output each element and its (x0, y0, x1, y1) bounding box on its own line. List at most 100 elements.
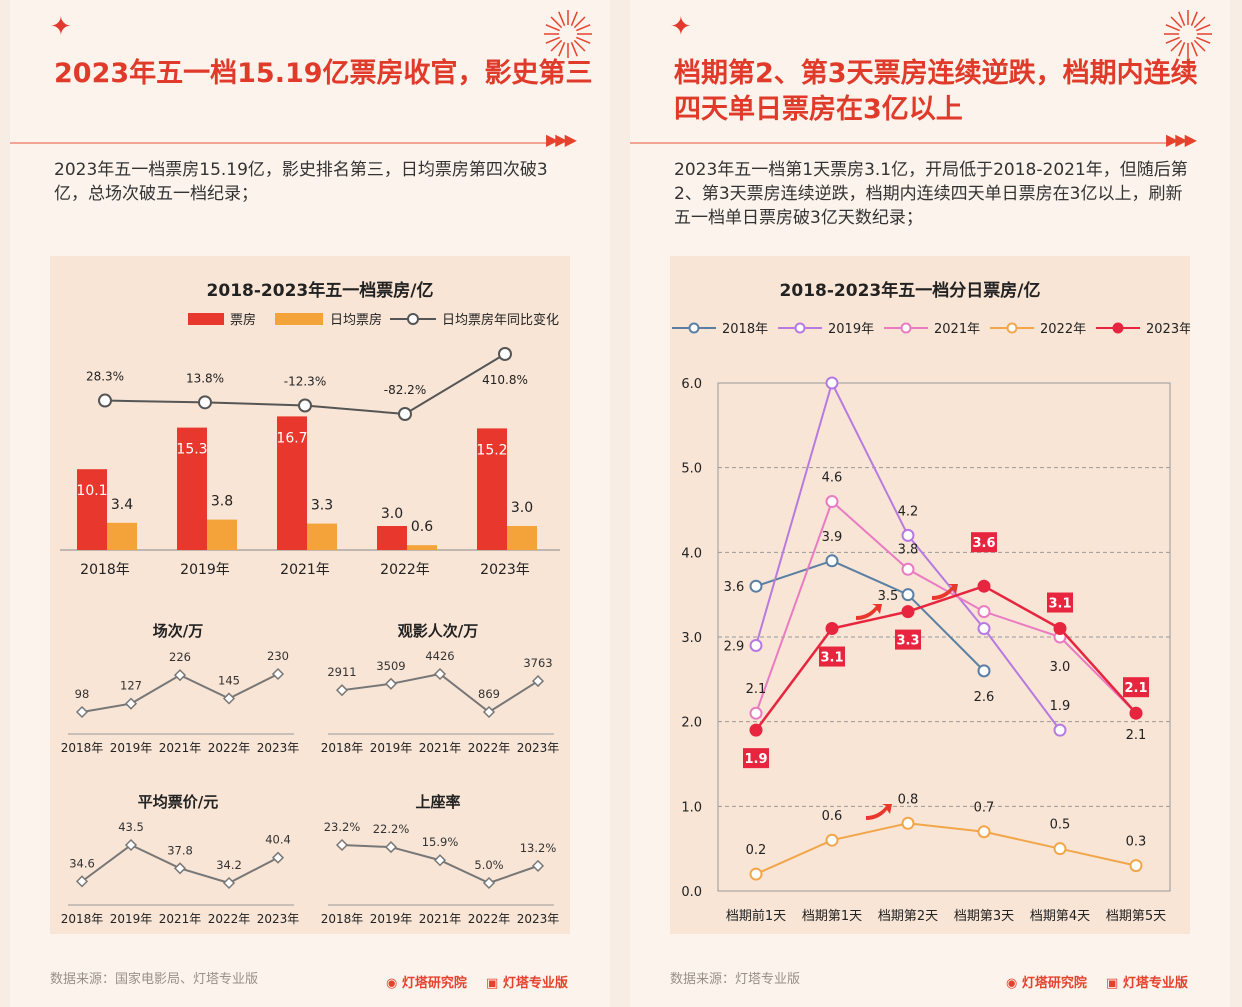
small-point-label: 13.2% (520, 841, 557, 855)
main-chart-title: 2018-2023年五一档票房/亿 (207, 280, 434, 301)
series-point (901, 528, 915, 542)
burst-ray (570, 42, 578, 57)
small-x-tick: 2018年 (321, 741, 364, 755)
burst-ray (1196, 24, 1211, 32)
label-badge (819, 646, 845, 667)
small-point (271, 667, 285, 681)
small-point-label: 4426 (425, 649, 454, 663)
small-x-tick: 2023年 (517, 741, 560, 755)
legend-label-box-office: 票房 (230, 312, 256, 328)
small-x-tick: 2018年 (61, 741, 104, 755)
y-tick-label: 5.0 (681, 462, 702, 477)
series-point (749, 867, 763, 881)
small-point-label: 145 (218, 673, 240, 687)
small-point-label: 34.6 (69, 856, 95, 870)
page-title: 2023年五一档15.19亿票房收官，影史第三 (54, 58, 593, 89)
page-title: 档期第2、第3天票房连续逆跌，档期内连续四天单日票房在3亿以上 (674, 58, 1198, 125)
left-panel: ✦ 2023年五一档15.19亿票房收官，影史第三 ▶▶▶ 2023年五一档票房… (10, 0, 610, 1007)
small-x-tick: 2018年 (61, 912, 104, 926)
legend-swatch-daily-avg (275, 313, 323, 325)
bar-box-office (277, 416, 307, 550)
small-chart-title: 场次/万 (153, 622, 203, 640)
x-tick-label: 2021年 (280, 562, 330, 578)
small-point (482, 705, 496, 719)
burst-ray (558, 11, 566, 26)
firework-icon (544, 10, 592, 58)
point-yoy (198, 395, 212, 410)
bar-daily-avg (507, 526, 537, 550)
series-point (1129, 706, 1143, 720)
burst-ray (1165, 24, 1180, 32)
legend-swatch-box-office (188, 313, 224, 325)
small-x-tick: 2022年 (468, 741, 511, 755)
series-point (1053, 622, 1067, 636)
burst-ray (545, 36, 560, 44)
small-point-label: 23.2% (324, 820, 361, 834)
small-point (173, 669, 187, 682)
point-yoy (498, 347, 512, 361)
legend-label-daily-avg: 日均票房 (330, 312, 382, 328)
series-point (901, 562, 915, 576)
series-point (825, 833, 839, 847)
arrows-icon: ▶▶▶ (1166, 130, 1197, 149)
series-point (749, 638, 763, 652)
source-note: 数据来源：国家电影局、灯塔专业版 (50, 972, 259, 987)
small-x-tick: 2023年 (257, 741, 300, 755)
series-point (825, 554, 839, 568)
small-point (75, 705, 89, 719)
divider (10, 142, 550, 144)
brand-research-label: 灯塔研究院 (1021, 976, 1087, 991)
bar-label-box-office: 3.0 (381, 506, 403, 522)
burst-ray (545, 24, 560, 32)
daily-box-office-chart: 2018-2023年五一档分日票房/亿 2018年 2019年 2021年 2022年… (672, 280, 1192, 924)
y-tick-label: 3.0 (681, 631, 702, 646)
legend-label: 2018年 (722, 322, 768, 337)
small-point-label: 3763 (523, 656, 552, 670)
series-line (754, 584, 1137, 731)
legend-marker (900, 322, 912, 334)
small-point-label: 127 (120, 679, 142, 693)
series-point (901, 588, 915, 602)
sparkle-icon: ✦ (50, 12, 72, 42)
burst-ray (1170, 16, 1183, 29)
small-point-label: 230 (267, 649, 289, 663)
point-label: 2.9 (724, 639, 745, 654)
point-yoy (298, 398, 312, 413)
legend-label: 2023年 (1146, 322, 1190, 337)
brand-research: ◉ 灯塔研究院 (386, 976, 467, 991)
small-point (124, 697, 138, 710)
burst-ray (1178, 11, 1186, 26)
small-point (335, 838, 349, 852)
series-point (901, 816, 915, 830)
bar-daily-avg (407, 545, 437, 550)
point-label: 2.6 (974, 690, 995, 705)
series-point (749, 579, 763, 593)
small-point-label: 15.9% (422, 835, 459, 849)
series-point (825, 495, 839, 509)
arrows-icon: ▶▶▶ (546, 130, 577, 149)
point-label: 2.1 (746, 682, 767, 697)
bar-label-box-office: 10.1 (76, 483, 107, 499)
point-label: 3.1 (820, 651, 843, 666)
small-point-label: 98 (75, 687, 90, 701)
burst-ray (573, 16, 586, 29)
small-point (75, 875, 89, 888)
legend-label-yoy: 日均票房年同比变化 (442, 312, 559, 328)
point-yoy (398, 407, 412, 421)
y-tick-label: 0.0 (681, 885, 702, 900)
small-point-label: 3509 (376, 659, 405, 673)
brand-research-label: 灯塔研究院 (401, 976, 467, 991)
small-x-tick: 2021年 (159, 912, 202, 926)
point-label: 4.6 (822, 471, 843, 486)
brand-pro-label: 灯塔专业版 (502, 976, 568, 991)
right-panel: ✦ 档期第2、第3天票房连续逆跌，档期内连续四天单日票房在3亿以上 ▶▶▶ 20… (630, 0, 1230, 1007)
box-office-charts: 2018-2023年五一档票房/亿 票房 日均票房 日均票房年同比变化 10.1… (60, 280, 560, 926)
small-x-tick: 2019年 (370, 912, 413, 926)
series-line (755, 822, 1137, 875)
small-x-tick: 2019年 (110, 912, 153, 926)
trend-arrow-icon (866, 804, 892, 820)
series-point (977, 579, 991, 593)
brand-pro: ▣ 灯塔专业版 (486, 976, 568, 991)
burst-ray (570, 11, 578, 26)
label-badge (1047, 592, 1073, 613)
